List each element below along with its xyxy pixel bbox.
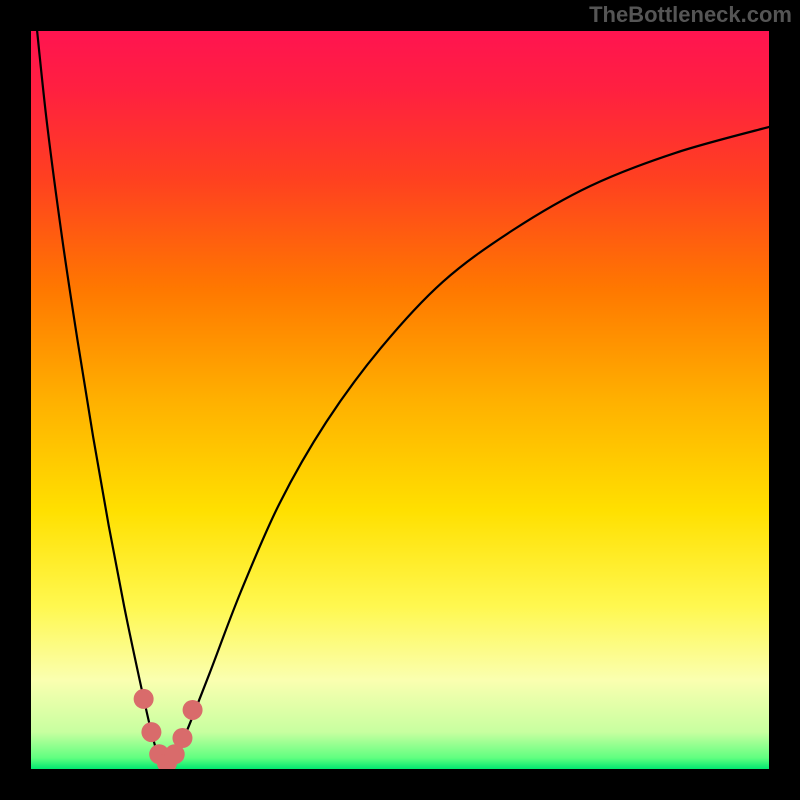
highlight-marker: [172, 728, 192, 748]
highlight-marker: [134, 689, 154, 709]
highlight-marker: [141, 722, 161, 742]
highlight-marker: [183, 700, 203, 720]
chart-card: TheBottleneck.com: [0, 0, 800, 800]
bottleneck-chart: [0, 0, 800, 800]
watermark-text: TheBottleneck.com: [589, 2, 792, 28]
gradient-background: [31, 31, 769, 769]
